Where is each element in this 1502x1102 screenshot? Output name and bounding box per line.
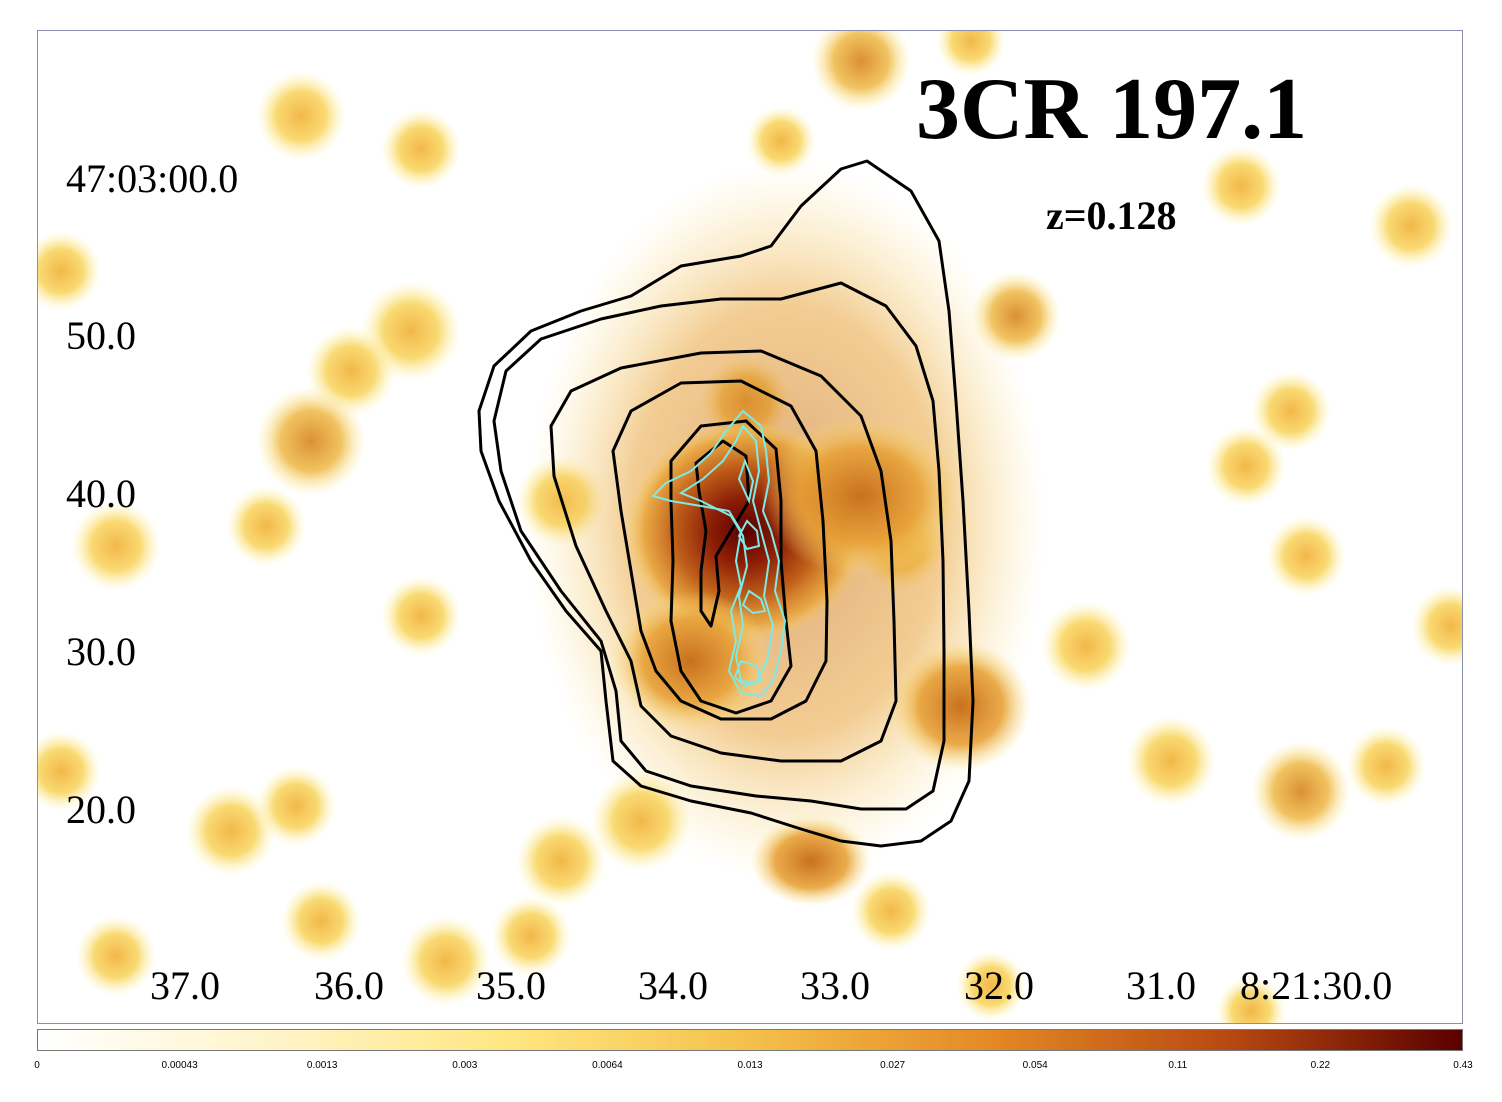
colorbar-tick-label: 0.013 <box>737 1060 763 1071</box>
radio-contour <box>733 659 763 688</box>
radio-contour <box>678 424 775 685</box>
xray-blob <box>381 576 461 656</box>
ra-label: 34.0 <box>638 963 708 1008</box>
xray-blob <box>1216 976 1286 1023</box>
xray-image <box>38 31 1462 1023</box>
xray-blob <box>38 231 101 311</box>
ra-label: 35.0 <box>476 963 546 1008</box>
radio-contours <box>651 409 787 698</box>
ra-label: 31.0 <box>1126 963 1196 1008</box>
colorbar-tick-label: 0.003 <box>452 1060 478 1071</box>
colorbar-tick-label: 0.00043 <box>161 1060 198 1071</box>
xray-blob <box>38 731 101 811</box>
xray-blob <box>1251 371 1331 451</box>
optical-contour <box>611 379 829 721</box>
colorbar-tick-label: 0.0064 <box>592 1060 623 1071</box>
colorbar-tick-label: 0.054 <box>1022 1060 1048 1071</box>
source-title: 3CR 197.1 <box>916 61 1308 158</box>
colorbar-tick-label: 0.11 <box>1168 1060 1188 1071</box>
dec-label: 47:03:00.0 <box>66 156 239 201</box>
ra-label: 33.0 <box>800 963 870 1008</box>
colorbar-tick-label: 0.43 <box>1453 1060 1473 1071</box>
xray-blob <box>936 31 1006 76</box>
xray-blob <box>1251 741 1351 841</box>
xray-blob <box>381 109 461 189</box>
dec-label: 20.0 <box>66 787 136 832</box>
ra-label: 36.0 <box>314 963 384 1008</box>
xray-blob <box>1369 184 1453 268</box>
radio-contour <box>651 409 787 698</box>
colorbar-tick-label: 0.027 <box>880 1060 906 1071</box>
radio-contour <box>737 458 755 505</box>
redshift-label: z=0.128 <box>1046 193 1177 238</box>
xray-blob <box>1201 146 1281 226</box>
colorbar-tick-label: 0 <box>34 1060 40 1071</box>
radio-contour <box>737 519 761 551</box>
optical-contour <box>549 349 898 763</box>
colorbar-tick-label: 0.22 <box>1310 1060 1331 1071</box>
image-frame <box>37 30 1463 1024</box>
xray-blob <box>811 31 911 111</box>
xray-blob <box>256 71 346 161</box>
xray-blob <box>956 951 1026 1021</box>
colorbar <box>37 1029 1463 1051</box>
colorbar-tick-label: 0.0013 <box>306 1060 338 1071</box>
xray-core <box>526 161 1046 906</box>
xray-blob <box>491 896 571 976</box>
optical-contours <box>477 159 975 848</box>
optical-contour <box>477 159 975 848</box>
xray-blob <box>76 916 156 996</box>
xray-blob <box>746 106 816 176</box>
optical-contour <box>669 419 793 715</box>
xray-blob <box>256 766 336 846</box>
dec-label: 40.0 <box>66 471 136 516</box>
xray-blob <box>1041 601 1131 691</box>
xray-blob <box>186 786 276 876</box>
radio-contour <box>741 589 767 615</box>
xray-blob <box>401 916 491 1006</box>
xray-blob <box>1411 586 1462 666</box>
dec-label: 30.0 <box>66 629 136 674</box>
dec-label: 50.0 <box>66 313 136 358</box>
ra-label: 37.0 <box>150 963 220 1008</box>
xray-blob <box>226 486 306 566</box>
xray-blob <box>1266 516 1346 596</box>
xray-blob <box>516 816 606 906</box>
xray-blob <box>256 386 366 496</box>
optical-contour <box>492 281 946 811</box>
xray-blob <box>281 881 361 961</box>
ra-label: 8:21:30.0 <box>1240 963 1393 1008</box>
xray-blob <box>1206 426 1286 506</box>
xray-blob <box>1126 716 1216 806</box>
ra-label: 32.0 <box>964 963 1034 1008</box>
xray-blob <box>71 501 161 591</box>
xray-blob <box>1346 726 1426 806</box>
xray-blob <box>851 871 931 951</box>
